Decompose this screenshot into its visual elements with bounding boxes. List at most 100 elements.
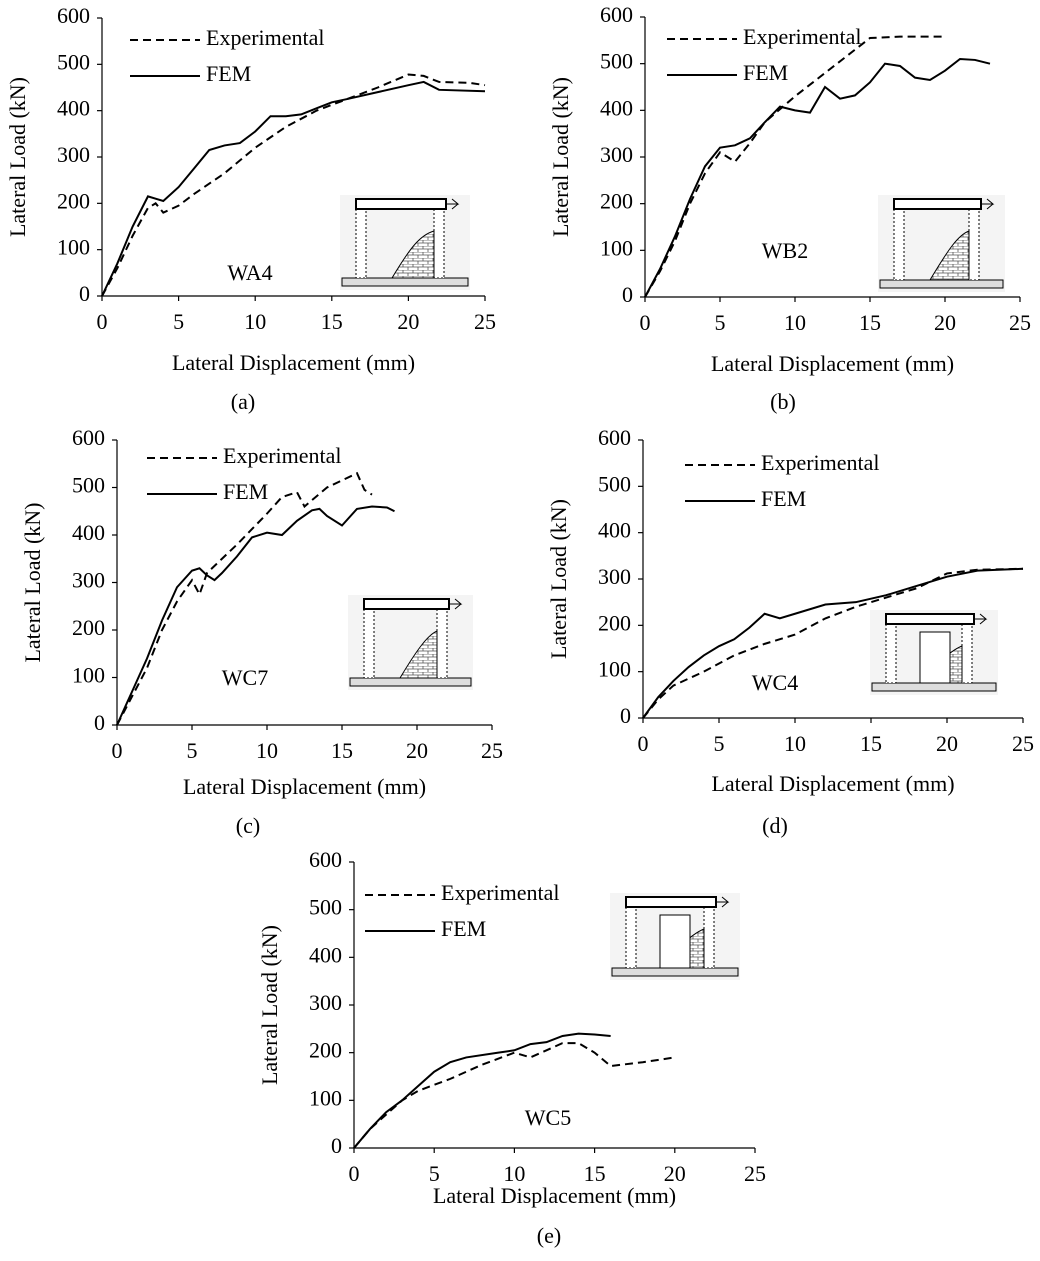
x-tick-label: 15 bbox=[860, 731, 882, 756]
inset-beam bbox=[885, 613, 975, 625]
y-tick-label: 200 bbox=[600, 189, 633, 214]
x-tick-label: 25 bbox=[1012, 731, 1034, 756]
x-tick-label: 5 bbox=[714, 731, 725, 756]
x-tick-label: 20 bbox=[936, 731, 958, 756]
panel-label: WA4 bbox=[227, 260, 272, 285]
inset-col-left bbox=[625, 898, 637, 969]
panel-caption: (b) bbox=[770, 389, 796, 414]
inset-col-right bbox=[968, 200, 980, 281]
x-tick-label: 10 bbox=[784, 731, 806, 756]
y-tick-label: 500 bbox=[72, 473, 105, 498]
inset-col-right bbox=[703, 898, 715, 969]
y-axis-title: Lateral Load (kN) bbox=[546, 499, 571, 659]
series-line bbox=[101, 73, 486, 297]
x-tick-label: 10 bbox=[503, 1161, 525, 1186]
series-line bbox=[644, 57, 991, 298]
y-axis-title: Lateral Load (kN) bbox=[548, 77, 573, 237]
panel-label: WC7 bbox=[222, 665, 268, 690]
x-tick-label: 5 bbox=[187, 738, 198, 763]
inset-base bbox=[611, 967, 739, 977]
inset-load bbox=[446, 198, 460, 210]
specimen-inset bbox=[878, 195, 1005, 292]
x-tick-label: 5 bbox=[429, 1161, 440, 1186]
inset-base bbox=[349, 677, 472, 687]
y-tick-label: 400 bbox=[598, 518, 631, 543]
legend-label: FEM bbox=[206, 61, 251, 86]
specimen-inset bbox=[348, 595, 473, 690]
y-tick-label: 400 bbox=[72, 520, 105, 545]
series-line bbox=[353, 1042, 675, 1149]
x-tick-label: 15 bbox=[331, 738, 353, 763]
legend-label: FEM bbox=[223, 479, 268, 504]
series-line bbox=[116, 505, 395, 726]
y-tick-label: 500 bbox=[600, 49, 633, 74]
x-tick-label: 0 bbox=[97, 309, 108, 334]
inset-load bbox=[449, 598, 463, 610]
y-axis-title: Lateral Load (kN) bbox=[257, 925, 282, 1085]
x-tick-label: 25 bbox=[744, 1161, 766, 1186]
legend-label: Experimental bbox=[223, 443, 342, 468]
inset-base bbox=[871, 682, 997, 692]
y-tick-label: 200 bbox=[57, 188, 90, 213]
series-line bbox=[116, 471, 373, 726]
y-tick-label: 0 bbox=[331, 1133, 342, 1158]
specimen-inset bbox=[610, 893, 740, 980]
panel-label: WB2 bbox=[762, 238, 808, 263]
y-tick-label: 600 bbox=[600, 2, 633, 27]
x-tick-label: 20 bbox=[664, 1161, 686, 1186]
y-tick-label: 100 bbox=[600, 235, 633, 260]
x-tick-label: 0 bbox=[640, 310, 651, 335]
y-tick-label: 0 bbox=[622, 282, 633, 307]
legend-label: Experimental bbox=[761, 450, 880, 475]
y-tick-label: 500 bbox=[598, 471, 631, 496]
x-axis-title: Lateral Displacement (mm) bbox=[711, 351, 954, 376]
y-tick-label: 600 bbox=[598, 425, 631, 450]
y-tick-label: 100 bbox=[57, 235, 90, 260]
panel-label: WC5 bbox=[525, 1105, 571, 1130]
x-tick-label: 0 bbox=[349, 1161, 360, 1186]
panel-caption: (e) bbox=[537, 1223, 561, 1248]
x-tick-label: 20 bbox=[406, 738, 428, 763]
x-tick-label: 15 bbox=[321, 309, 343, 334]
series-line bbox=[101, 80, 486, 297]
x-axis-title: Lateral Displacement (mm) bbox=[172, 350, 415, 375]
inset-col-left bbox=[355, 200, 367, 279]
x-tick-label: 0 bbox=[638, 731, 649, 756]
x-tick-label: 5 bbox=[715, 310, 726, 335]
inset-load bbox=[981, 198, 995, 210]
specimen-inset bbox=[340, 195, 470, 290]
y-tick-label: 600 bbox=[72, 425, 105, 450]
legend-label: FEM bbox=[761, 486, 806, 511]
legend-label: FEM bbox=[743, 60, 788, 85]
inset-opening bbox=[919, 631, 951, 684]
inset-beam bbox=[625, 896, 717, 908]
inset-load bbox=[974, 613, 988, 625]
x-tick-label: 10 bbox=[244, 309, 266, 334]
x-tick-label: 20 bbox=[934, 310, 956, 335]
x-tick-label: 25 bbox=[481, 738, 503, 763]
inset-beam bbox=[893, 198, 982, 210]
y-tick-label: 400 bbox=[600, 95, 633, 120]
x-tick-label: 25 bbox=[1009, 310, 1031, 335]
y-tick-label: 400 bbox=[309, 942, 342, 967]
y-tick-label: 100 bbox=[309, 1085, 342, 1110]
x-tick-label: 25 bbox=[474, 309, 496, 334]
legend-label: Experimental bbox=[441, 880, 560, 905]
x-axis-title: Lateral Displacement (mm) bbox=[183, 774, 426, 799]
inset-col-right bbox=[433, 200, 445, 279]
inset-beam bbox=[363, 598, 450, 610]
inset-col-left bbox=[893, 200, 905, 281]
y-tick-label: 100 bbox=[598, 657, 631, 682]
series-line bbox=[353, 1032, 611, 1149]
legend-label: Experimental bbox=[206, 25, 325, 50]
y-axis-title: Lateral Load (kN) bbox=[5, 77, 30, 237]
y-tick-label: 300 bbox=[598, 564, 631, 589]
x-axis-title: Lateral Displacement (mm) bbox=[433, 1183, 676, 1208]
inset-wall bbox=[929, 230, 970, 281]
y-tick-label: 0 bbox=[94, 710, 105, 735]
x-tick-label: 5 bbox=[173, 309, 184, 334]
y-tick-label: 300 bbox=[309, 990, 342, 1015]
panel-caption: (d) bbox=[762, 813, 788, 838]
y-tick-label: 200 bbox=[598, 610, 631, 635]
